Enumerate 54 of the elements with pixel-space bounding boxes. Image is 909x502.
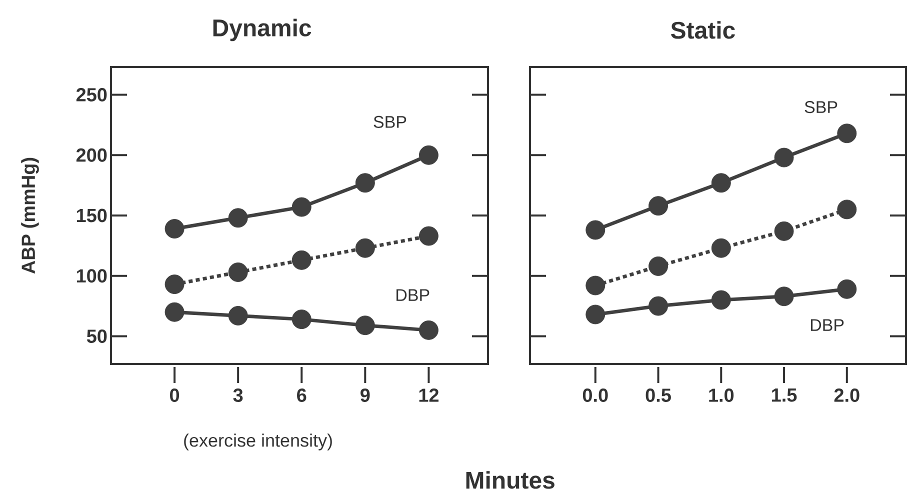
- point: [586, 276, 606, 296]
- x-tick-label: 6: [297, 388, 306, 402]
- point: [774, 221, 794, 241]
- point: [418, 320, 438, 340]
- point: [164, 274, 184, 294]
- point: [711, 238, 731, 258]
- y-axis-title: ABP (mmHg): [21, 158, 39, 274]
- point: [355, 238, 375, 258]
- chart-title: Static: [670, 21, 735, 39]
- x-axis-title: (exercise intensity): [184, 434, 332, 450]
- point: [164, 219, 184, 239]
- point: [292, 250, 312, 270]
- point: [586, 220, 606, 240]
- chart-title: Dynamic: [213, 18, 312, 42]
- annotation: SBP: [374, 116, 406, 128]
- point: [711, 290, 731, 310]
- point: [355, 316, 375, 336]
- x-tick-label: 0.0: [582, 388, 608, 402]
- x-tick-label: 1.5: [772, 388, 797, 402]
- point: [228, 208, 248, 228]
- point: [292, 197, 312, 217]
- y-tick-label: 250: [76, 88, 107, 102]
- y-tick-label: 200: [76, 148, 107, 162]
- point: [837, 124, 857, 144]
- x-tick-label: 12: [419, 388, 438, 402]
- annotation: SBP: [804, 101, 838, 114]
- x-tick-label: 0: [170, 388, 180, 402]
- x-tick-label: 3: [233, 388, 243, 402]
- point: [164, 302, 184, 322]
- x-axis-title: Minutes: [466, 471, 554, 489]
- point: [648, 256, 668, 276]
- y-tick-label: 150: [76, 208, 107, 222]
- point: [774, 148, 794, 168]
- x-tick-label: 1.0: [709, 388, 734, 402]
- y-tick-label: 100: [76, 269, 107, 283]
- point: [228, 306, 248, 326]
- x-tick-label: 9: [360, 388, 370, 402]
- point: [711, 173, 731, 193]
- point: [355, 173, 375, 193]
- point: [228, 262, 248, 282]
- point: [292, 310, 312, 330]
- annotation: DBP: [810, 319, 844, 331]
- annotation: DBP: [396, 289, 430, 301]
- point: [648, 296, 668, 316]
- point: [648, 196, 668, 216]
- point: [418, 145, 438, 165]
- point: [774, 286, 794, 306]
- x-tick-label: 0.5: [646, 388, 671, 402]
- point: [586, 304, 606, 324]
- point: [418, 226, 438, 246]
- x-tick-label: 2.0: [834, 388, 860, 402]
- point: [837, 279, 857, 299]
- point: [837, 200, 857, 220]
- y-tick-label: 50: [86, 329, 107, 343]
